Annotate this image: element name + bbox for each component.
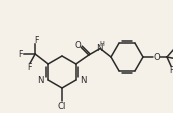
Text: F: F (27, 63, 31, 72)
Text: O: O (154, 53, 160, 62)
Text: N: N (80, 76, 87, 85)
Text: F: F (170, 66, 173, 75)
Text: N: N (96, 44, 102, 53)
Text: F: F (18, 50, 22, 59)
Text: O: O (75, 40, 81, 49)
Text: F: F (34, 36, 38, 45)
Text: Cl: Cl (58, 102, 66, 111)
Text: H: H (100, 41, 104, 47)
Text: N: N (37, 76, 44, 85)
